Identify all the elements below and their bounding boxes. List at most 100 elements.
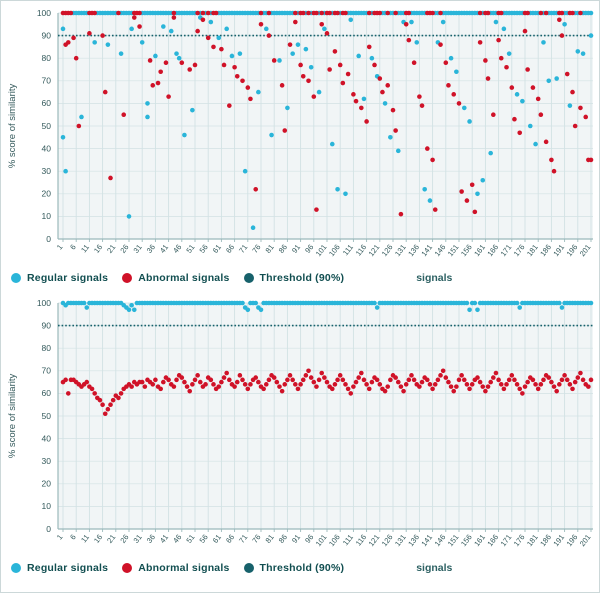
svg-text:0: 0 bbox=[46, 524, 51, 534]
legend-item-regular: Regular signals bbox=[11, 562, 108, 574]
svg-text:196: 196 bbox=[565, 533, 580, 548]
legend-item-abnormal: Abnormal signals bbox=[122, 272, 229, 284]
svg-text:136: 136 bbox=[406, 243, 421, 258]
svg-text:161: 161 bbox=[472, 243, 487, 258]
svg-text:90: 90 bbox=[42, 320, 52, 330]
svg-text:11: 11 bbox=[79, 243, 91, 255]
legend-label-abnormal: Abnormal signals bbox=[138, 272, 230, 284]
svg-text:31: 31 bbox=[132, 533, 144, 545]
svg-text:131: 131 bbox=[393, 243, 408, 258]
svg-text:100: 100 bbox=[37, 8, 51, 18]
legend-label-regular: Regular signals bbox=[27, 562, 109, 574]
svg-text:91: 91 bbox=[290, 243, 302, 255]
x-axis-label: signals bbox=[416, 272, 453, 284]
x-axis-label: signals bbox=[416, 562, 453, 574]
svg-text:191: 191 bbox=[551, 533, 566, 548]
svg-text:76: 76 bbox=[250, 533, 262, 545]
svg-text:166: 166 bbox=[485, 243, 500, 258]
svg-text:46: 46 bbox=[171, 533, 183, 545]
svg-text:101: 101 bbox=[314, 243, 329, 258]
svg-text:36: 36 bbox=[145, 243, 157, 255]
svg-text:111: 111 bbox=[341, 243, 355, 258]
svg-text:20: 20 bbox=[42, 479, 52, 489]
svg-text:51: 51 bbox=[184, 243, 196, 255]
svg-text:151: 151 bbox=[446, 533, 461, 548]
svg-text:196: 196 bbox=[565, 243, 580, 258]
svg-text:30: 30 bbox=[42, 166, 52, 176]
svg-text:76: 76 bbox=[250, 243, 262, 255]
abnormal-signals-dot-icon bbox=[122, 273, 133, 283]
svg-text:176: 176 bbox=[512, 533, 527, 548]
svg-text:1: 1 bbox=[55, 243, 65, 252]
svg-text:106: 106 bbox=[327, 533, 342, 548]
threshold-dot-icon bbox=[243, 273, 254, 283]
svg-text:186: 186 bbox=[538, 243, 553, 258]
svg-text:11: 11 bbox=[79, 533, 91, 545]
svg-text:191: 191 bbox=[551, 243, 566, 258]
bottom-chart-legend: Regular signals Abnormal signals Thresho… bbox=[1, 557, 599, 581]
svg-text:10: 10 bbox=[42, 211, 52, 221]
svg-text:121: 121 bbox=[367, 533, 382, 548]
svg-text:36: 36 bbox=[145, 533, 157, 545]
svg-text:171: 171 bbox=[499, 243, 514, 258]
svg-text:90: 90 bbox=[42, 30, 52, 40]
svg-text:51: 51 bbox=[184, 533, 196, 545]
svg-text:201: 201 bbox=[578, 243, 593, 258]
legend-label-threshold: Threshold (90%) bbox=[259, 562, 345, 574]
svg-text:86: 86 bbox=[277, 533, 289, 545]
legend-item-threshold: Threshold (90%) bbox=[243, 272, 345, 284]
svg-text:60: 60 bbox=[42, 388, 52, 398]
svg-text:171: 171 bbox=[499, 533, 514, 548]
top-chart-legend: Regular signals Abnormal signals Thresho… bbox=[1, 267, 599, 291]
svg-text:16: 16 bbox=[92, 533, 104, 545]
svg-text:20: 20 bbox=[42, 189, 52, 199]
svg-text:66: 66 bbox=[224, 243, 236, 255]
svg-text:80: 80 bbox=[42, 343, 52, 353]
legend-label-regular: Regular signals bbox=[27, 272, 109, 284]
svg-text:40: 40 bbox=[42, 433, 52, 443]
svg-text:71: 71 bbox=[237, 243, 249, 255]
legend-item-regular: Regular signals bbox=[11, 272, 108, 284]
regular-signals-dot-icon bbox=[11, 563, 21, 573]
svg-text:21: 21 bbox=[105, 533, 117, 545]
abnormal-signals-dot-icon bbox=[122, 563, 133, 573]
svg-text:116: 116 bbox=[354, 533, 368, 548]
svg-text:151: 151 bbox=[446, 243, 461, 258]
svg-text:31: 31 bbox=[132, 243, 144, 255]
svg-text:% score of similarity: % score of similarity bbox=[7, 374, 18, 459]
svg-text:126: 126 bbox=[380, 243, 395, 258]
svg-text:131: 131 bbox=[393, 533, 408, 548]
svg-text:16: 16 bbox=[92, 243, 104, 255]
svg-text:50: 50 bbox=[42, 411, 52, 421]
svg-text:146: 146 bbox=[433, 243, 448, 258]
svg-text:56: 56 bbox=[198, 243, 210, 255]
svg-text:86: 86 bbox=[277, 243, 289, 255]
svg-text:91: 91 bbox=[290, 533, 302, 545]
legend-item-threshold: Threshold (90%) bbox=[243, 562, 345, 574]
svg-text:46: 46 bbox=[171, 243, 183, 255]
svg-text:6: 6 bbox=[68, 243, 78, 252]
svg-text:176: 176 bbox=[512, 243, 527, 258]
svg-text:66: 66 bbox=[224, 533, 236, 545]
svg-text:156: 156 bbox=[459, 533, 474, 548]
svg-text:166: 166 bbox=[485, 533, 500, 548]
svg-text:10: 10 bbox=[42, 501, 52, 511]
legend-label-abnormal: Abnormal signals bbox=[138, 562, 230, 574]
svg-text:181: 181 bbox=[525, 243, 540, 258]
svg-text:121: 121 bbox=[367, 243, 382, 258]
svg-text:146: 146 bbox=[433, 533, 448, 548]
svg-text:186: 186 bbox=[538, 533, 553, 548]
svg-text:141: 141 bbox=[419, 533, 434, 548]
svg-text:70: 70 bbox=[42, 76, 52, 86]
svg-text:116: 116 bbox=[354, 243, 368, 258]
svg-text:% score of similarity: % score of similarity bbox=[7, 84, 18, 169]
threshold-dot-icon bbox=[243, 563, 254, 573]
svg-text:156: 156 bbox=[459, 243, 474, 258]
svg-text:70: 70 bbox=[42, 366, 52, 376]
svg-text:1: 1 bbox=[55, 533, 65, 542]
bottom-chart-section: 0 10 20 30 40 50 60 70 80 90 100 1 6 11 16 21 26 31 36 41 46… bbox=[1, 291, 599, 581]
svg-text:136: 136 bbox=[406, 533, 421, 548]
